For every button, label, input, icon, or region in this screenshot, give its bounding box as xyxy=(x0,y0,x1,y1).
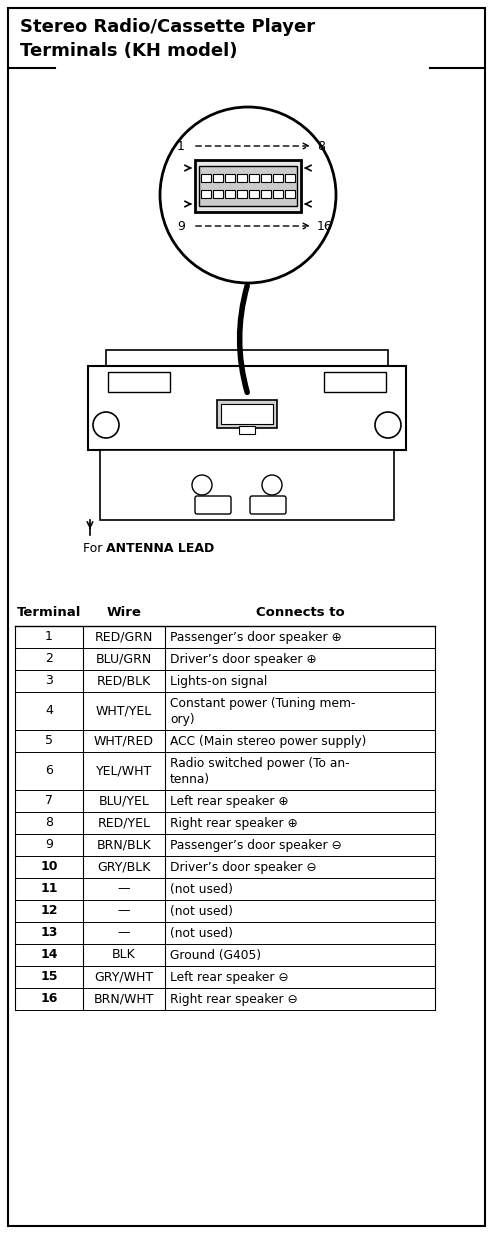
Text: Left rear speaker ⊖: Left rear speaker ⊖ xyxy=(170,970,288,984)
Text: Wire: Wire xyxy=(106,605,141,619)
Bar xyxy=(237,174,247,182)
Text: Driver’s door speaker ⊕: Driver’s door speaker ⊕ xyxy=(170,652,317,666)
Text: 4: 4 xyxy=(45,704,53,718)
Text: 1: 1 xyxy=(177,139,185,153)
Text: Lights-on signal: Lights-on signal xyxy=(170,674,267,688)
Bar xyxy=(285,174,295,182)
Text: Terminal: Terminal xyxy=(17,605,81,619)
Text: WHT/YEL: WHT/YEL xyxy=(96,704,152,718)
Bar xyxy=(324,372,386,392)
Bar xyxy=(199,166,297,206)
Text: 13: 13 xyxy=(40,926,58,940)
Text: BLK: BLK xyxy=(112,948,136,962)
Text: 6: 6 xyxy=(45,764,53,778)
Bar xyxy=(273,190,283,199)
Bar xyxy=(225,190,235,199)
FancyBboxPatch shape xyxy=(195,496,231,514)
Text: Right rear speaker ⊕: Right rear speaker ⊕ xyxy=(170,816,298,830)
Text: Ground (G405): Ground (G405) xyxy=(170,948,261,962)
Circle shape xyxy=(192,475,212,494)
Text: BLU/GRN: BLU/GRN xyxy=(96,652,152,666)
Text: (not used): (not used) xyxy=(170,905,233,917)
Bar xyxy=(201,174,211,182)
Bar xyxy=(261,174,271,182)
Text: BRN/WHT: BRN/WHT xyxy=(94,993,154,1005)
Text: 15: 15 xyxy=(40,970,58,984)
Text: 11: 11 xyxy=(40,883,58,895)
Text: For: For xyxy=(83,543,106,555)
Text: 8: 8 xyxy=(317,139,325,153)
Bar xyxy=(108,372,170,392)
Text: RED/BLK: RED/BLK xyxy=(97,674,151,688)
Bar xyxy=(106,350,388,366)
Text: (not used): (not used) xyxy=(170,883,233,895)
Bar xyxy=(273,174,283,182)
Circle shape xyxy=(375,412,401,438)
Text: 10: 10 xyxy=(40,861,58,873)
Text: —: — xyxy=(118,926,130,940)
Bar xyxy=(201,190,211,199)
Text: Passenger’s door speaker ⊕: Passenger’s door speaker ⊕ xyxy=(170,630,342,644)
Bar xyxy=(225,174,235,182)
Bar xyxy=(100,450,394,520)
Text: YEL/WHT: YEL/WHT xyxy=(96,764,152,778)
Text: ANTENNA LEAD: ANTENNA LEAD xyxy=(106,543,214,555)
Text: WHT/RED: WHT/RED xyxy=(94,735,154,747)
Text: 8: 8 xyxy=(45,816,53,830)
Text: 9: 9 xyxy=(177,219,185,233)
Bar xyxy=(239,425,255,434)
Text: Constant power (Tuning mem-
ory): Constant power (Tuning mem- ory) xyxy=(170,697,355,725)
Bar xyxy=(195,160,301,212)
Text: BLU/YEL: BLU/YEL xyxy=(99,794,149,808)
Text: BRN/BLK: BRN/BLK xyxy=(97,838,151,852)
Bar xyxy=(261,190,271,199)
Bar xyxy=(213,190,223,199)
Text: Radio switched power (To an-
tenna): Radio switched power (To an- tenna) xyxy=(170,757,350,785)
Text: Right rear speaker ⊖: Right rear speaker ⊖ xyxy=(170,993,298,1005)
Text: Connects to: Connects to xyxy=(256,605,345,619)
FancyBboxPatch shape xyxy=(250,496,286,514)
Bar xyxy=(217,399,277,428)
Text: 14: 14 xyxy=(40,948,58,962)
Circle shape xyxy=(262,475,282,494)
Text: RED/GRN: RED/GRN xyxy=(95,630,153,644)
Bar xyxy=(285,190,295,199)
Text: RED/YEL: RED/YEL xyxy=(98,816,150,830)
Text: Stereo Radio/Cassette Player: Stereo Radio/Cassette Player xyxy=(20,18,315,36)
Text: Passenger’s door speaker ⊖: Passenger’s door speaker ⊖ xyxy=(170,838,342,852)
Text: —: — xyxy=(118,883,130,895)
Text: GRY/BLK: GRY/BLK xyxy=(97,861,151,873)
Text: 9: 9 xyxy=(45,838,53,852)
Text: 16: 16 xyxy=(40,993,58,1005)
Text: Driver’s door speaker ⊖: Driver’s door speaker ⊖ xyxy=(170,861,317,873)
Circle shape xyxy=(93,412,119,438)
Text: 2: 2 xyxy=(45,652,53,666)
Text: 16: 16 xyxy=(317,219,333,233)
Text: ACC (Main stereo power supply): ACC (Main stereo power supply) xyxy=(170,735,366,747)
Text: (not used): (not used) xyxy=(170,926,233,940)
Text: 5: 5 xyxy=(45,735,53,747)
Text: Terminals (KH model): Terminals (KH model) xyxy=(20,42,238,60)
Bar xyxy=(213,174,223,182)
Bar xyxy=(88,366,406,450)
Circle shape xyxy=(160,107,336,284)
Text: 12: 12 xyxy=(40,905,58,917)
Text: 7: 7 xyxy=(45,794,53,808)
Text: Left rear speaker ⊕: Left rear speaker ⊕ xyxy=(170,794,288,808)
Text: —: — xyxy=(118,905,130,917)
Bar xyxy=(221,404,273,424)
Bar xyxy=(237,190,247,199)
Text: GRY/WHT: GRY/WHT xyxy=(95,970,153,984)
Text: 3: 3 xyxy=(45,674,53,688)
Bar xyxy=(249,190,259,199)
Text: 1: 1 xyxy=(45,630,53,644)
Bar xyxy=(249,174,259,182)
